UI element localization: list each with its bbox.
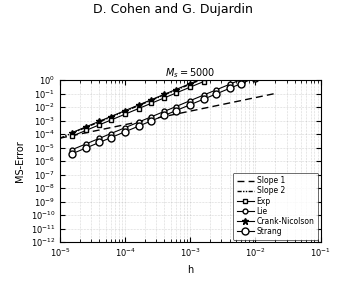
Exp (109, 118, 113, 122)
Slope 2 (262, 52, 266, 55)
Line: Lie: Lie (69, 66, 271, 152)
Exp (214, 75, 218, 78)
Lie (188, 99, 192, 102)
Crank-Nicolson (188, 82, 192, 85)
X-axis label: h: h (187, 265, 193, 275)
Crank-Nicolson (162, 93, 166, 96)
Slope 2 (273, 47, 277, 51)
Lie (136, 120, 140, 124)
Slope 2 (108, 116, 112, 119)
Line: Crank-Nicolson: Crank-Nicolson (69, 48, 272, 136)
Crank-Nicolson (97, 119, 101, 123)
Slope 1 (169, 113, 173, 117)
Strang (97, 141, 101, 144)
Lie (97, 137, 101, 140)
Lie (253, 72, 257, 75)
Crank-Nicolson (267, 49, 271, 53)
Slope 2 (186, 83, 190, 87)
Slope 1 (58, 136, 62, 140)
Strang (253, 76, 257, 79)
Exp (123, 112, 127, 116)
Exp (149, 102, 153, 105)
Crank-Nicolson (109, 115, 113, 118)
Line: Slope 1: Slope 1 (60, 93, 275, 138)
Crank-Nicolson (239, 61, 243, 64)
Exp (70, 135, 74, 138)
Slope 2 (58, 136, 62, 140)
Y-axis label: MS-Error: MS-Error (15, 140, 25, 182)
Strang (214, 92, 218, 96)
Crank-Nicolson (70, 131, 74, 135)
Strang (174, 109, 178, 113)
Crank-Nicolson (136, 103, 140, 107)
Strang (188, 103, 192, 106)
Crank-Nicolson (149, 98, 153, 102)
Exp (84, 129, 88, 132)
Strang (202, 97, 206, 101)
Lie (70, 148, 74, 152)
Exp (239, 64, 243, 68)
Strang (136, 124, 140, 128)
Slope 1 (99, 128, 103, 131)
Slope 2 (256, 54, 260, 58)
Lie (162, 110, 166, 113)
Lie (84, 142, 88, 146)
Exp (136, 107, 140, 110)
Slope 1 (262, 94, 266, 97)
Line: Slope 2: Slope 2 (60, 49, 275, 138)
Strang (109, 136, 113, 139)
Slope 1 (186, 110, 190, 113)
Crank-Nicolson (123, 109, 127, 112)
Exp (267, 53, 271, 56)
Lie (267, 66, 271, 70)
Exp (202, 80, 206, 83)
Lie (123, 126, 127, 129)
Strang (149, 119, 153, 123)
Crank-Nicolson (214, 71, 218, 75)
Strang (162, 114, 166, 117)
Exp (174, 91, 178, 95)
Lie (174, 105, 178, 108)
Crank-Nicolson (174, 88, 178, 91)
Strang (84, 146, 88, 150)
Exp (253, 58, 257, 62)
Strang (267, 70, 271, 74)
Lie (239, 78, 243, 81)
Slope 1 (256, 95, 260, 99)
Lie (109, 132, 113, 135)
Crank-Nicolson (202, 76, 206, 80)
Slope 1 (273, 92, 277, 95)
Crank-Nicolson (227, 66, 231, 69)
Exp (162, 96, 166, 99)
Slope 2 (169, 90, 173, 94)
Crank-Nicolson (253, 55, 257, 58)
Lie (202, 93, 206, 97)
Lie (214, 88, 218, 92)
Lie (227, 83, 231, 86)
Strang (227, 87, 231, 90)
Title: $M_s = 5000$: $M_s = 5000$ (165, 66, 216, 80)
Exp (188, 85, 192, 89)
Slope 1 (108, 126, 112, 130)
Line: Strang: Strang (68, 69, 272, 157)
Slope 2 (99, 119, 103, 123)
Exp (97, 123, 101, 127)
Line: Exp: Exp (69, 52, 271, 139)
Legend: Slope 1, Slope 2, Exp, Lie, Crank-Nicolson, Strang: Slope 1, Slope 2, Exp, Lie, Crank-Nicols… (233, 173, 318, 240)
Strang (239, 82, 243, 85)
Strang (70, 152, 74, 156)
Text: D. Cohen and G. Dujardin: D. Cohen and G. Dujardin (93, 3, 253, 16)
Lie (149, 115, 153, 119)
Crank-Nicolson (84, 125, 88, 128)
Exp (227, 69, 231, 72)
Strang (123, 130, 127, 133)
